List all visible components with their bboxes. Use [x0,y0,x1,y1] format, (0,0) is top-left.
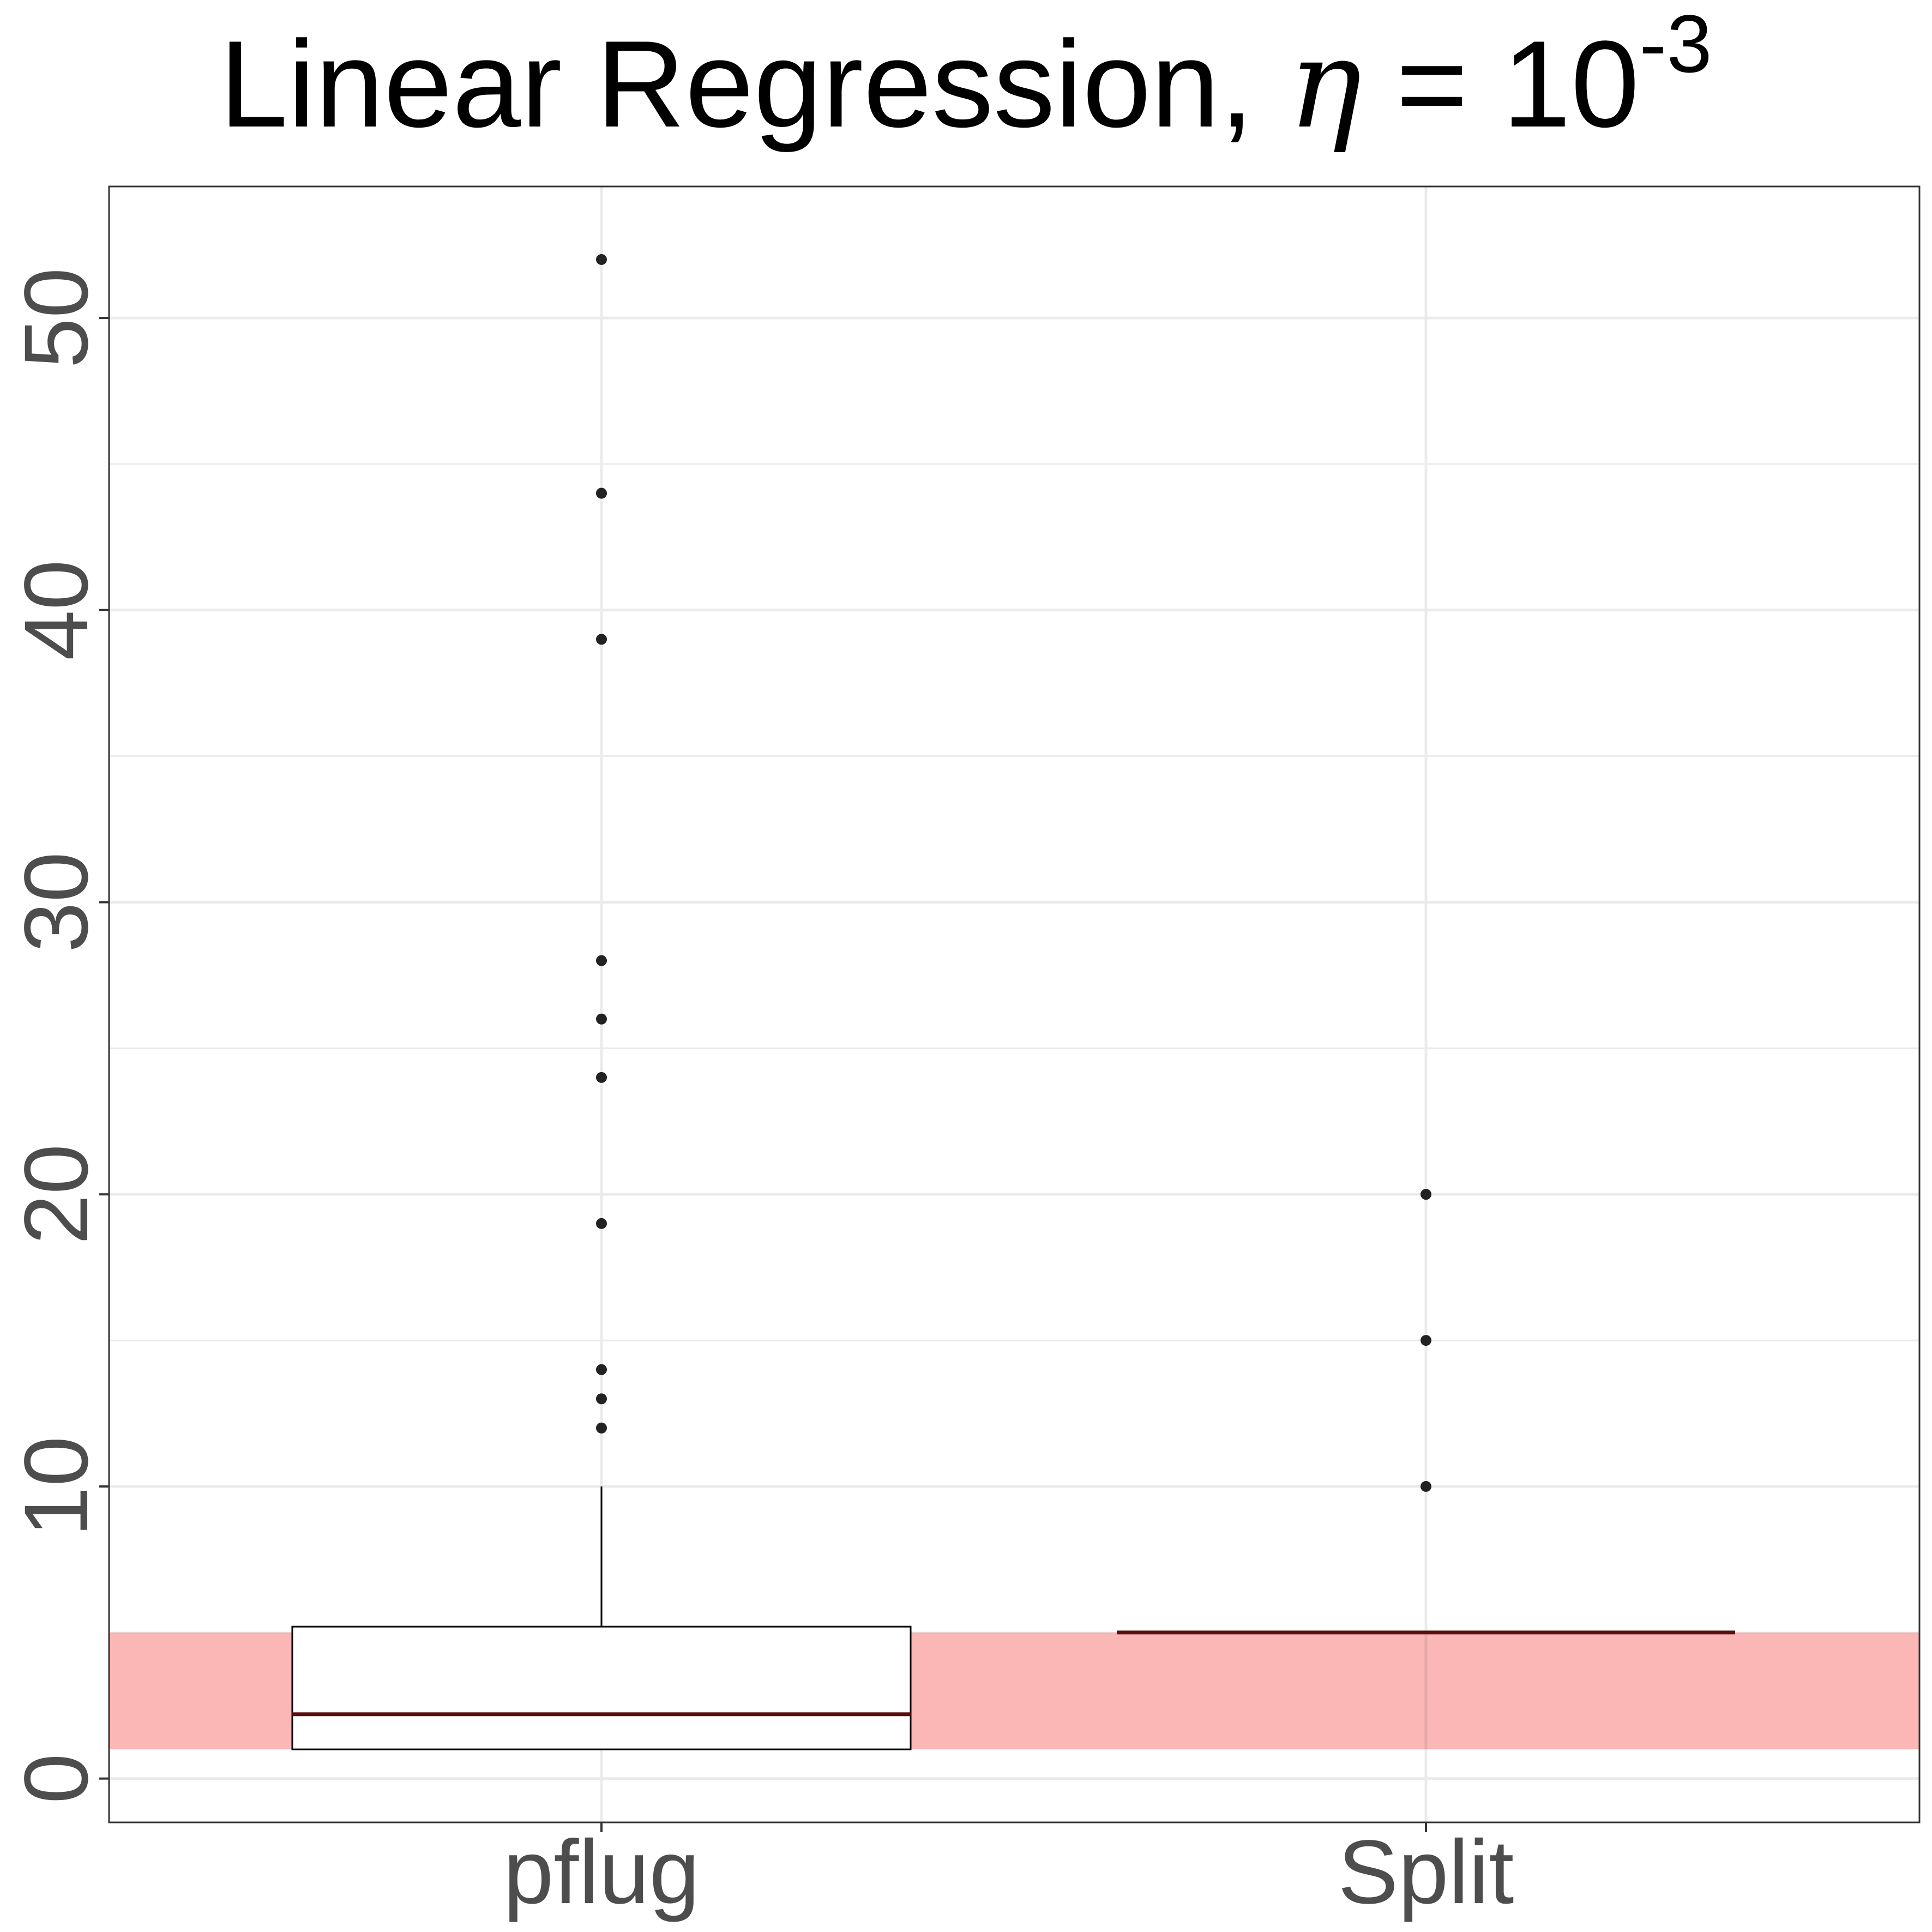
outlier-point [596,634,607,645]
outlier-point [596,1013,607,1025]
y-tick-label: 10 [6,1436,107,1537]
outlier-point [596,254,607,265]
title-equals: = 10 [1362,15,1639,153]
grid-lines [109,186,1919,1822]
outlier-point [596,1218,607,1229]
boxes-layer [291,1486,1735,1750]
title-eta-symbol: η [1288,13,1362,156]
y-tick-label: 40 [6,559,107,660]
outlier-point [596,1364,607,1375]
outlier-point [1421,1189,1431,1200]
outlier-point [1421,1480,1431,1492]
outlier-points-layer [596,254,1431,1492]
outlier-point [596,487,607,499]
x-tick-label-Split: Split [1338,1822,1514,1923]
title-exponent: -3 [1639,0,1712,89]
axes-layer: 0 10 20 30 40 50 pflug Split [6,185,1921,1923]
panel-border [108,185,1921,1823]
y-tick-label: 50 [6,268,107,369]
box-pflug [291,1626,912,1750]
y-tick-label: 30 [6,852,107,953]
outlier-point [596,955,607,966]
y-tick-label: 0 [6,1753,107,1803]
chart-title: Linear Regression, η = 10-3 [219,0,1712,156]
outlier-point [596,1422,607,1434]
outlier-point [596,1072,607,1083]
x-tick-label-pflug: pflug [503,1822,700,1923]
title-prefix: Linear Regression, [219,15,1288,153]
y-tick-label: 20 [6,1144,107,1245]
outlier-point [596,1393,607,1405]
outlier-point [1421,1335,1431,1346]
